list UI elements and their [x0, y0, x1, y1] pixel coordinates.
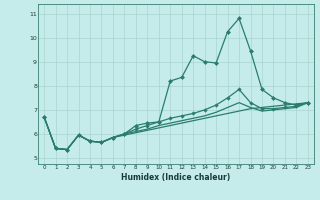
X-axis label: Humidex (Indice chaleur): Humidex (Indice chaleur)	[121, 173, 231, 182]
